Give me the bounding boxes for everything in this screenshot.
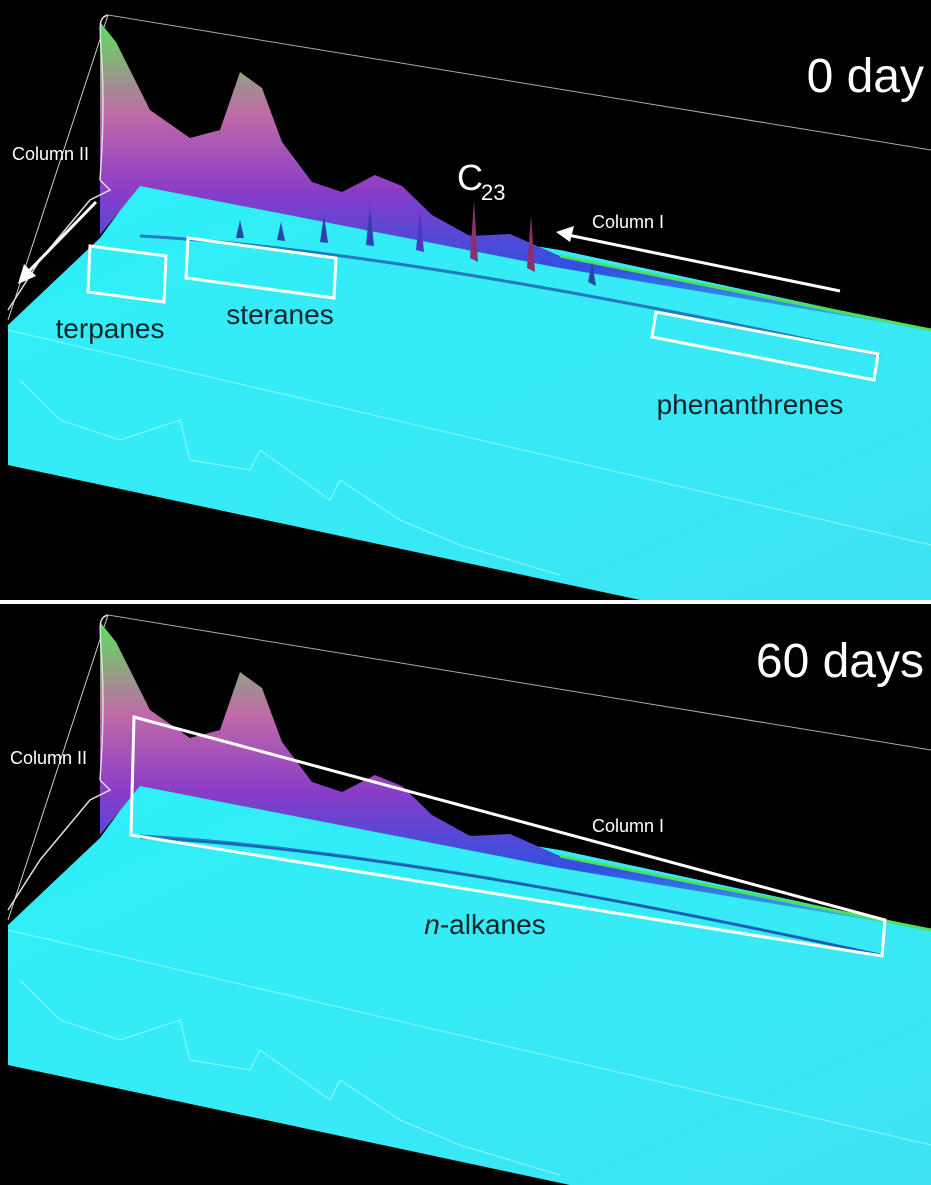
peak-subscript: 23 bbox=[481, 180, 505, 205]
region-label: steranes bbox=[226, 299, 333, 330]
axis-label: Column II bbox=[12, 144, 89, 164]
region-label: terpanes bbox=[56, 313, 165, 344]
panel-divider bbox=[0, 600, 931, 604]
region-label: n-alkanes bbox=[424, 909, 545, 940]
figure: 0 day Column II Column I C 23 terpanes s… bbox=[0, 0, 931, 1185]
axis-label: Column I bbox=[592, 212, 664, 232]
peak-label: C bbox=[457, 157, 483, 198]
region-label: phenanthrenes bbox=[657, 389, 844, 420]
axis-label: Column II bbox=[10, 748, 87, 768]
panel-title: 60 days bbox=[756, 635, 924, 688]
axis-label: Column I bbox=[592, 816, 664, 836]
region-name: -alkanes bbox=[440, 909, 546, 940]
region-prefix: n bbox=[424, 909, 440, 940]
panel-title: 0 day bbox=[807, 50, 924, 103]
